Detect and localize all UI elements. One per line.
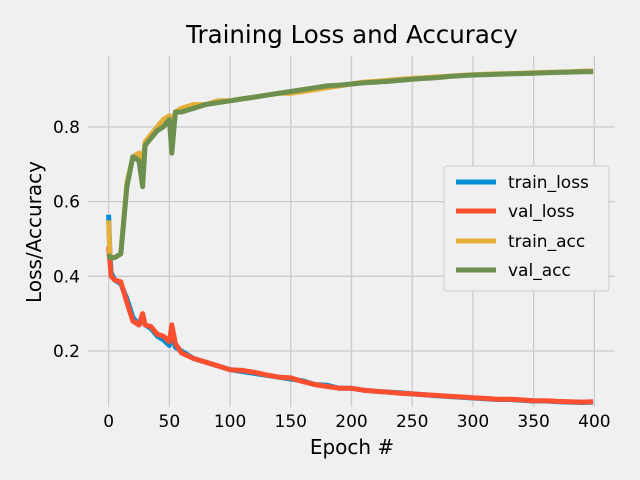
series-line-val-acc (106, 69, 594, 261)
y-tick-label: 0.2 (53, 342, 80, 362)
x-tick-label: 300 (457, 412, 489, 432)
legend-label-val-loss: val_loss (508, 202, 575, 222)
legend-label-val-acc: val_acc (508, 261, 571, 281)
legend: train_loss val_loss train_acc val_acc (443, 165, 610, 292)
chart-title: Training Loss and Accuracy (185, 20, 518, 49)
series-line-val-loss (106, 246, 594, 405)
x-tick-label: 150 (275, 412, 307, 432)
series-layer (106, 68, 594, 405)
y-tick-label: 0.6 (53, 193, 80, 213)
x-tick-label: 350 (517, 412, 549, 432)
y-tick-label: 0.8 (53, 118, 80, 138)
y-tick-labels: 0.2 0.4 0.6 0.8 (53, 118, 80, 362)
x-tick-label: 50 (159, 412, 181, 432)
x-tick-label: 0 (103, 412, 114, 432)
y-axis-label: Loss/Accuracy (22, 161, 46, 303)
x-tick-label: 400 (578, 412, 610, 432)
x-tick-label: 200 (335, 412, 367, 432)
legend-box (443, 165, 610, 292)
x-tick-labels: 0 50 100 150 200 250 300 350 400 (103, 412, 610, 432)
x-tick-label: 100 (214, 412, 246, 432)
legend-label-train-loss: train_loss (508, 173, 589, 193)
legend-label-train-acc: train_acc (508, 232, 585, 252)
x-axis-label: Epoch # (310, 435, 394, 459)
x-tick-label: 250 (396, 412, 428, 432)
y-tick-label: 0.4 (53, 267, 80, 287)
